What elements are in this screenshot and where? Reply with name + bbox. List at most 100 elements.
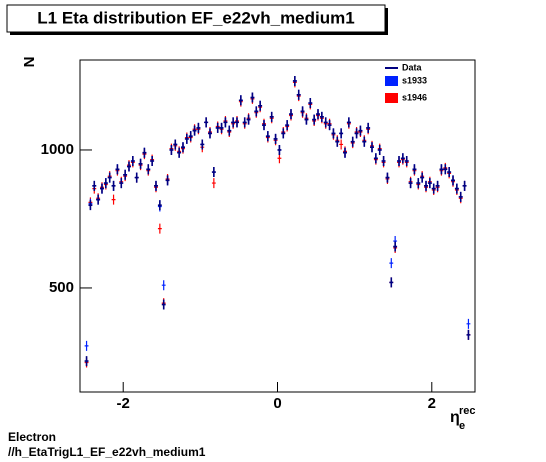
data-point	[92, 180, 97, 191]
data-point	[130, 156, 135, 167]
data-point	[458, 191, 463, 202]
data-point	[277, 144, 282, 155]
data-point	[223, 117, 228, 128]
data-point	[103, 178, 108, 189]
data-point	[454, 183, 459, 194]
data-point	[400, 153, 405, 164]
data-point	[254, 106, 259, 117]
x-tick-label: 0	[273, 395, 281, 412]
data-point	[362, 136, 367, 147]
chart-title: L1 Eta distribution EF_e22vh_medium1	[37, 8, 354, 27]
data-point	[339, 128, 344, 139]
x-axis-label-sup: rec	[459, 405, 476, 417]
data-point	[150, 156, 155, 167]
data-point	[211, 178, 216, 189]
data-point	[235, 117, 239, 128]
data-point	[208, 128, 212, 139]
data-point	[246, 114, 251, 125]
data-point	[111, 180, 116, 191]
data-point	[385, 172, 390, 183]
data-point	[451, 175, 455, 186]
data-point	[358, 125, 363, 136]
data-point	[327, 120, 332, 131]
data-point	[111, 194, 116, 205]
data-point	[273, 133, 278, 144]
data-point	[312, 114, 317, 125]
data-point	[258, 100, 263, 111]
data-point	[262, 120, 266, 131]
data-point	[115, 164, 120, 175]
data-point	[427, 178, 432, 189]
data-point	[204, 117, 209, 128]
data-point	[389, 258, 394, 269]
data-point	[443, 164, 448, 175]
y-tick-label: 1000	[41, 141, 74, 158]
legend-label: s1946	[402, 92, 427, 102]
data-point	[335, 136, 340, 147]
data-point	[165, 175, 170, 186]
data-point	[231, 117, 236, 128]
data-point	[127, 161, 131, 172]
data-point	[381, 156, 386, 167]
data-point	[346, 117, 351, 128]
data-point	[100, 183, 104, 194]
data-point	[300, 106, 305, 117]
data-point	[188, 131, 193, 142]
data-point	[142, 147, 147, 158]
y-axis-label: N	[21, 57, 38, 68]
data-point	[181, 142, 185, 153]
data-point	[331, 128, 336, 139]
data-point	[269, 111, 274, 122]
data-point	[319, 111, 324, 122]
data-point	[431, 183, 436, 194]
data-point	[377, 144, 382, 155]
data-point	[289, 109, 293, 120]
data-point	[373, 153, 378, 164]
data-point	[408, 178, 413, 189]
data-point	[350, 136, 355, 147]
data-point	[219, 122, 224, 133]
data-point	[157, 223, 162, 234]
data-point	[196, 122, 201, 133]
plot-frame	[79, 59, 476, 393]
data-point	[211, 167, 216, 178]
data-point	[265, 131, 270, 142]
data-point	[304, 114, 309, 125]
data-point	[161, 299, 166, 310]
data-point	[227, 125, 232, 136]
data-point	[466, 318, 471, 329]
data-point	[154, 180, 158, 191]
data-point	[354, 128, 359, 139]
data-point	[389, 277, 394, 288]
data-point	[192, 125, 197, 136]
legend-swatch	[385, 93, 398, 103]
data-point	[119, 178, 124, 189]
data-point	[292, 75, 297, 86]
x-axis-label: η	[450, 409, 460, 426]
data-point	[123, 169, 128, 180]
data-point	[366, 122, 371, 133]
data-point	[296, 89, 301, 100]
y-tick-label: 500	[49, 279, 74, 296]
data-point	[173, 139, 178, 150]
data-point	[447, 167, 452, 178]
title-box	[6, 4, 386, 33]
data-point	[177, 147, 182, 158]
data-point	[370, 142, 374, 153]
data-point	[323, 117, 328, 128]
data-point	[285, 120, 290, 131]
data-point	[238, 95, 243, 106]
data-point	[339, 139, 344, 150]
data-point	[107, 172, 112, 183]
data-point	[169, 144, 174, 155]
data-point	[146, 164, 151, 175]
data-point	[134, 172, 139, 183]
x-tick-label: 2	[428, 395, 436, 412]
data-point	[404, 156, 409, 167]
data-point	[420, 172, 425, 183]
data-point	[281, 128, 286, 139]
data-point	[397, 156, 401, 167]
data-point	[184, 133, 189, 144]
data-point	[84, 340, 89, 351]
